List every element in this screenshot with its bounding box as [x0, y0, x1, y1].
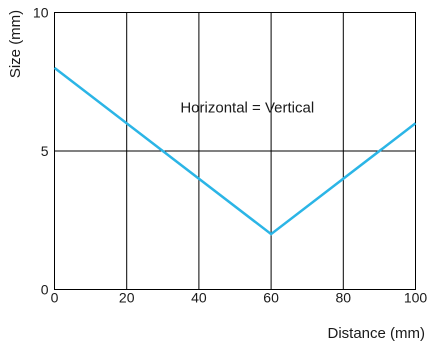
- grid-lines: [54, 12, 416, 290]
- x-tick-label: 0: [51, 290, 59, 306]
- x-tick-label: 80: [336, 290, 352, 306]
- y-tick-label: 10: [33, 5, 49, 21]
- x-tick-label: 60: [263, 290, 279, 306]
- y-tick-label: 5: [41, 143, 49, 159]
- series-layer: [53, 66, 417, 236]
- x-axis-ticks: 0 20 40 60 80 100: [51, 290, 428, 306]
- x-tick-label: 100: [404, 290, 428, 306]
- x-axis-label: Distance (mm): [327, 325, 425, 342]
- series-line: [53, 66, 417, 236]
- y-tick-label: 0: [41, 282, 49, 298]
- annotation-label: Horizontal = Vertical: [180, 99, 314, 116]
- plot-area-frame: [54, 12, 416, 290]
- y-axis-label: Size (mm): [7, 10, 24, 78]
- x-tick-label: 20: [119, 290, 135, 306]
- y-axis-ticks: 0 5 10: [33, 5, 49, 298]
- x-tick-label: 40: [191, 290, 207, 306]
